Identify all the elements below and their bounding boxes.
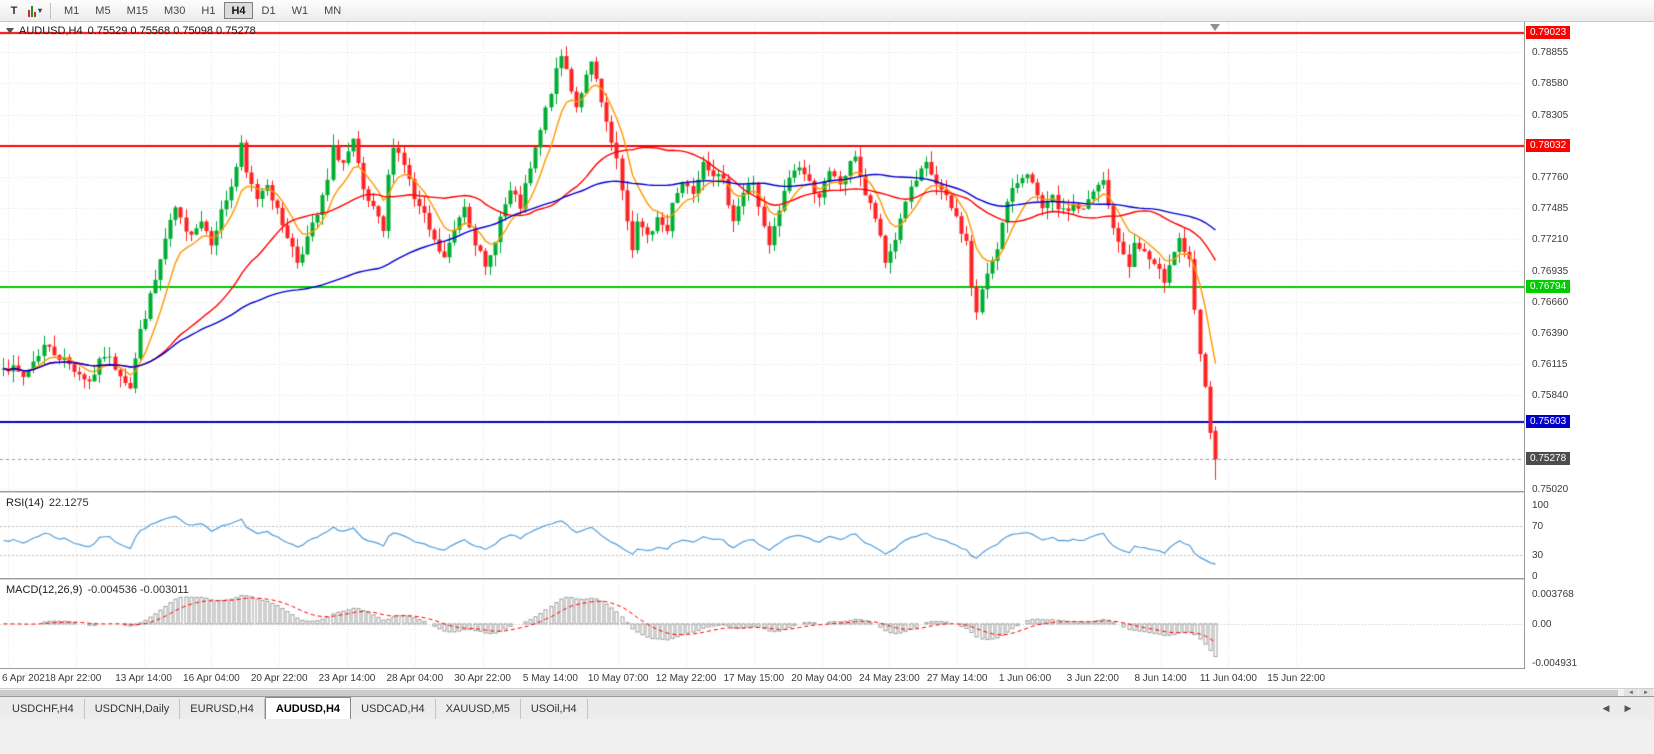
chart-tab-xauusd-m5[interactable]: XAUUSD,M5 bbox=[436, 699, 521, 719]
timeframe-button-mn[interactable]: MN bbox=[317, 2, 348, 19]
macd-name: MACD(12,26,9) bbox=[6, 584, 83, 596]
price-tick-label: 0.76660 bbox=[1532, 297, 1569, 309]
price-tick-label: 0.78580 bbox=[1532, 78, 1569, 90]
chart-title-symbol: AUDUSD,H4 bbox=[19, 25, 83, 37]
chart-tabs-bar: USDCHF,H4 USDCNH,Daily EURUSD,H4 AUDUSD,H4 U… bbox=[0, 696, 1654, 719]
toolbar: T ▾ M1 M5 M15 M30 H1 H4 D1 W1 MN bbox=[0, 0, 1654, 22]
timeframe-button-d1[interactable]: D1 bbox=[255, 2, 283, 19]
chart-tab-audusd-h4[interactable]: AUDUSD,H4 bbox=[264, 697, 352, 719]
macd-tick-label: 0.003768 bbox=[1532, 589, 1574, 600]
price-level-label: 0.75603 bbox=[1526, 415, 1571, 429]
price-tick-label: 0.75840 bbox=[1532, 390, 1569, 402]
price-tick-label: 0.77485 bbox=[1532, 203, 1569, 215]
time-axis-label: 1 Jun 06:00 bbox=[998, 673, 1052, 684]
time-axis-label: 30 Apr 22:00 bbox=[454, 673, 511, 684]
chevron-down-icon: ▾ bbox=[37, 6, 42, 15]
time-axis[interactable]: 6 Apr 2021 8 Apr 22:00 13 Apr 14:00 16 Apr … bbox=[0, 669, 1524, 688]
timeframe-button-w1[interactable]: W1 bbox=[285, 2, 316, 19]
price-level-label: 0.78032 bbox=[1526, 138, 1571, 152]
time-axis-label: 15 Jun 22:00 bbox=[1267, 673, 1326, 684]
panel-divider-macd[interactable] bbox=[0, 578, 1654, 581]
chart-title-ohlc: 0.75529 0.75568 0.75098 0.75278 bbox=[87, 25, 256, 37]
price-tick-label: 0.76390 bbox=[1532, 327, 1569, 339]
timeframe-button-m15[interactable]: M15 bbox=[120, 2, 155, 19]
price-tick-label: 0.78855 bbox=[1532, 47, 1569, 59]
price-tick-label: 0.76115 bbox=[1532, 359, 1568, 371]
chart-tab-usdchf-h4[interactable]: USDCHF,H4 bbox=[2, 699, 85, 719]
time-axis-label: 16 Apr 04:00 bbox=[183, 673, 240, 684]
scrollbar-thumb[interactable] bbox=[0, 690, 1618, 696]
time-axis-label: 3 Jun 22:00 bbox=[1066, 673, 1119, 684]
candlestick-chart-icon bbox=[27, 5, 36, 17]
time-axis-label: 27 May 14:00 bbox=[926, 673, 988, 684]
price-tick-label: 0.75020 bbox=[1532, 483, 1569, 495]
macd-tick-label: -0.004931 bbox=[1532, 658, 1578, 669]
text-tool-button[interactable]: T bbox=[4, 2, 24, 20]
price-tick-label: 0.76935 bbox=[1532, 265, 1569, 277]
chart-tab-eurusd-h4[interactable]: EURUSD,H4 bbox=[180, 699, 265, 719]
macd-indicator-label: MACD(12,26,9) -0.004536 -0.003011 bbox=[6, 584, 189, 596]
horizontal-scrollbar[interactable]: ◄ ► bbox=[0, 688, 1654, 697]
time-axis-label: 24 May 23:00 bbox=[859, 673, 920, 684]
time-axis-label: 28 Apr 04:00 bbox=[386, 673, 444, 684]
time-axis-label: 20 May 04:00 bbox=[791, 673, 852, 684]
timeframe-button-m1[interactable]: M1 bbox=[57, 2, 86, 19]
current-price-label: 0.75278 bbox=[1526, 452, 1571, 466]
rsi-tick-label: 30 bbox=[1532, 549, 1544, 561]
timeframe-button-h4[interactable]: H4 bbox=[224, 2, 253, 19]
rsi-value: 22.1275 bbox=[48, 497, 89, 509]
price-tick-label: 0.77210 bbox=[1532, 234, 1569, 246]
price-level-label: 0.79023 bbox=[1526, 26, 1571, 40]
rsi-tick-label: 70 bbox=[1532, 521, 1544, 533]
time-axis-label: 20 Apr 22:00 bbox=[250, 673, 308, 684]
toolbar-separator bbox=[50, 2, 51, 19]
rsi-tick-label: 0 bbox=[1532, 571, 1538, 582]
timeframe-button-h1[interactable]: H1 bbox=[194, 2, 222, 19]
plot-bottom-border bbox=[0, 668, 1654, 669]
time-axis-label: 8 Apr 22:00 bbox=[50, 673, 102, 684]
price-level-label: 0.76794 bbox=[1526, 279, 1571, 293]
time-axis-label: 11 Jun 04:00 bbox=[1199, 673, 1257, 684]
chart-tab-usdcnh-daily[interactable]: USDCNH,Daily bbox=[85, 699, 181, 719]
chart-tab-usoil-h4[interactable]: USOil,H4 bbox=[521, 699, 588, 719]
scrollbar-right-arrow-icon[interactable]: ► bbox=[1639, 689, 1653, 697]
bottom-filler bbox=[0, 719, 1654, 754]
timeframe-button-m5[interactable]: M5 bbox=[88, 2, 117, 19]
rsi-indicator-label: RSI(14) 22.1275 bbox=[6, 497, 89, 509]
time-axis-label: 6 Apr 2021 bbox=[2, 673, 51, 684]
chart-shift-marker-icon[interactable] bbox=[1210, 24, 1220, 31]
time-axis-label: 5 May 14:00 bbox=[522, 673, 578, 684]
time-axis-label: 12 May 22:00 bbox=[655, 673, 717, 684]
rsi-tick-label: 100 bbox=[1532, 500, 1549, 511]
time-axis-label: 8 Jun 14:00 bbox=[1134, 673, 1187, 684]
time-axis-label: 13 Apr 14:00 bbox=[115, 673, 172, 684]
rsi-name: RSI(14) bbox=[6, 497, 44, 509]
price-axis[interactable]: 0.78855 0.78580 0.78305 0.77760 0.77485 0.772… bbox=[1524, 22, 1654, 669]
macd-panel-canvas[interactable] bbox=[0, 581, 1524, 668]
scrollbar-left-arrow-icon[interactable]: ◄ bbox=[1624, 689, 1638, 697]
macd-tick-label: 0.00 bbox=[1532, 618, 1552, 630]
symbol-dropdown-icon[interactable] bbox=[6, 28, 14, 34]
time-axis-label: 10 May 07:00 bbox=[587, 673, 649, 684]
price-chart-canvas[interactable] bbox=[0, 22, 1524, 491]
timeframe-toolbar: M1 M5 M15 M30 H1 H4 D1 W1 MN bbox=[56, 2, 349, 19]
chart-title: AUDUSD,H4 0.75529 0.75568 0.75098 0.7527… bbox=[6, 25, 256, 37]
rsi-panel-canvas[interactable] bbox=[0, 494, 1524, 578]
time-axis-label: 17 May 15:00 bbox=[723, 673, 785, 684]
chart-type-dropdown-button[interactable]: ▾ bbox=[25, 2, 45, 20]
time-axis-label: 23 Apr 14:00 bbox=[318, 673, 376, 684]
macd-values: -0.004536 -0.003011 bbox=[87, 584, 189, 596]
timeframe-button-m30[interactable]: M30 bbox=[157, 2, 192, 19]
chart-window: AUDUSD,H4 0.75529 0.75568 0.75098 0.7527… bbox=[0, 22, 1654, 697]
tabs-scroll-right-icon[interactable]: ▶ bbox=[1624, 703, 1632, 713]
panel-divider-rsi[interactable] bbox=[0, 491, 1654, 494]
price-tick-label: 0.78305 bbox=[1532, 109, 1569, 121]
chart-tab-usdcad-h4[interactable]: USDCAD,H4 bbox=[351, 699, 436, 719]
price-tick-label: 0.77760 bbox=[1532, 171, 1569, 183]
tabs-scroll-left-icon[interactable]: ◀ bbox=[1602, 703, 1610, 713]
